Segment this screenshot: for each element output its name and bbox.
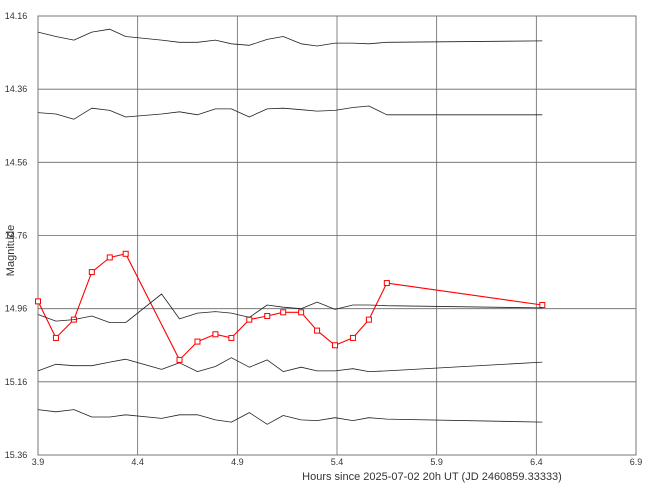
tick-labels: 3.9 4.4 4.9 5.4 5.9 6.4 6.9 14.16 14.36 14.56 14.7… xyxy=(5,11,643,467)
comparison-series-line-4 xyxy=(37,357,543,373)
target-data-point xyxy=(314,327,321,334)
target-data-point xyxy=(365,316,372,323)
grid-lines xyxy=(37,15,637,456)
target-data-point xyxy=(52,334,59,341)
target-data-point xyxy=(212,331,219,338)
x-tick-label: 4.4 xyxy=(131,457,144,467)
target-data-point xyxy=(332,342,339,349)
target-data-point xyxy=(228,334,235,341)
comparison-series-line-1 xyxy=(37,28,543,47)
x-tick-label: 5.9 xyxy=(430,457,443,467)
target-data-point xyxy=(298,309,305,316)
target-data-point xyxy=(264,312,271,319)
target-data-point xyxy=(122,250,129,257)
target-data-point xyxy=(349,334,356,341)
target-data-point xyxy=(383,280,390,287)
target-data-point xyxy=(35,298,41,305)
target-data-point xyxy=(539,302,546,309)
x-tick-label: 6.4 xyxy=(530,457,543,467)
target-data-point xyxy=(194,338,201,345)
y-tick-label: 14.36 xyxy=(5,84,28,94)
x-tick-label: 5.4 xyxy=(331,457,344,467)
comparison-series-line-5 xyxy=(37,409,543,425)
y-tick-label: 14.16 xyxy=(5,11,28,21)
target-data-point xyxy=(176,356,183,363)
y-tick-label: 14.76 xyxy=(5,231,28,241)
y-tick-label: 15.16 xyxy=(5,377,28,387)
target-data-point xyxy=(246,316,253,323)
y-tick-label: 14.56 xyxy=(5,157,28,167)
x-tick-label: 4.9 xyxy=(231,457,244,467)
comparison-series-line-3 xyxy=(37,293,543,324)
target-data-point xyxy=(280,309,287,316)
y-tick-label: 15.36 xyxy=(5,450,28,460)
target-data-point xyxy=(106,254,113,261)
plot-area-frame xyxy=(37,15,637,456)
x-tick-label: 3.9 xyxy=(32,457,45,467)
y-tick-label: 14.96 xyxy=(5,304,28,314)
target-data-point xyxy=(88,269,95,276)
x-axis-title: Hours since 2025-07-02 20h UT (JD 246085… xyxy=(302,471,562,483)
series-layer xyxy=(35,28,546,425)
y-axis-title: Magnitude xyxy=(5,225,17,276)
x-tick-label: 6.9 xyxy=(630,457,643,467)
comparison-series-line-2 xyxy=(37,105,543,120)
